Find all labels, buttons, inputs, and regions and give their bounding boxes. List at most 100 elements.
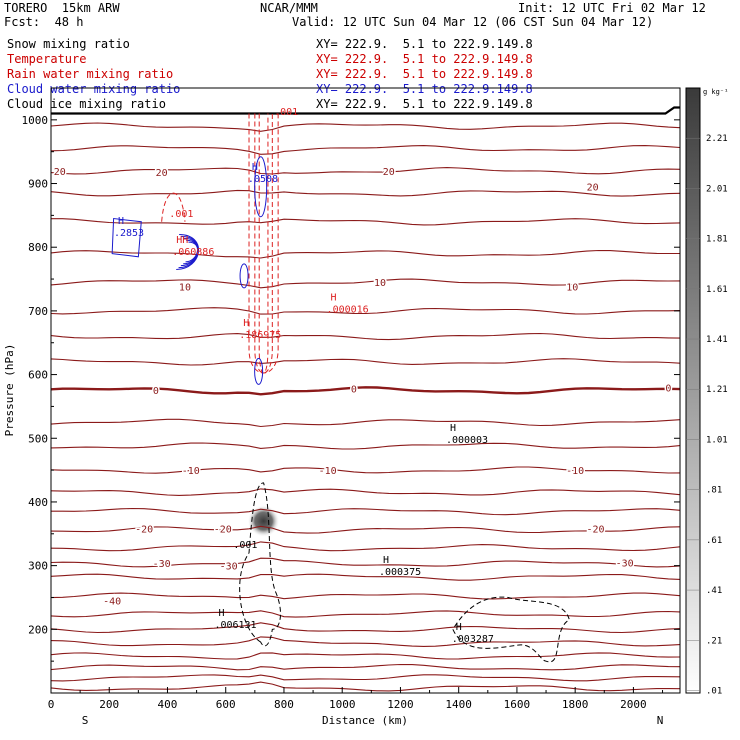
isotherm-line [51,636,680,647]
x-axis-label: Distance (km) [322,714,408,727]
colorbar-tick-label: 2.01 [706,184,728,194]
field-xy-cloud-ice: XY= 222.9. 5.1 to 222.9.149.8 [316,97,533,111]
maximum-value: .060886 [172,247,214,258]
isotherm-line [51,507,680,516]
temperature-label: -30 [616,558,634,569]
snow-contour [239,482,281,647]
isotherm-line [51,278,680,289]
x-tick-label: 1600 [504,698,531,711]
isotherm-line [51,652,680,660]
isotherm-line [51,488,680,496]
forecast-hour: Fcst: 48 h [4,15,84,29]
y-tick-label: 900 [28,178,48,191]
cloud-water-contour [254,357,264,385]
isotherm-line [51,167,680,175]
x-tick-label: 1200 [387,698,414,711]
org-title: NCAR/MMM [260,1,318,15]
isotherm-line [51,442,680,450]
colorbar-tick-label: 1.41 [706,335,728,345]
x-tick-label: 200 [99,698,119,711]
cloud-water-contour [111,217,142,258]
isotherm-line [51,681,680,692]
isotherm-line [51,249,680,259]
isotherm-line [51,189,680,197]
temperature-label: 20 [54,167,66,178]
temperature-label: 0 [153,386,159,397]
x-tick-label: 400 [158,698,178,711]
isotherm-line [51,622,680,634]
maximum-value: .186975 [239,330,281,341]
colorbar-tick-label: .01 [706,686,722,696]
field-name-rain: Rain water mixing ratio [7,67,174,81]
y-axis-label: Pressure (hPa) [3,344,16,437]
colorbar [685,87,701,694]
temperature-label: -10 [319,466,337,477]
maximum-value: .000016 [327,305,369,316]
cloud-water-contour [239,263,249,289]
colorbar-tick-label: .61 [706,536,722,546]
temperature-label: 10 [179,283,191,294]
x-tick-label: 1400 [445,698,472,711]
isotherm-line [51,145,680,155]
temperature-label: 10 [566,283,578,294]
valid-time: Valid: 12 UTC Sun 04 Mar 12 (06 CST Sun … [292,15,654,29]
temperature-label: 20 [156,168,168,179]
isotherm-line [51,122,680,132]
field-xy-cloud-water: XY= 222.9. 5.1 to 222.9.149.8 [316,82,533,96]
isotherm-line [51,358,680,366]
x-tick-label: 800 [274,698,294,711]
isotherm-line [51,663,680,671]
maximum-marker: H [383,555,389,566]
x-tick-label: 0 [48,698,55,711]
isotherm-line [51,674,680,682]
rain-contour [258,113,269,374]
north-label: N [657,714,664,727]
colorbar-tick-label: 1.61 [706,285,728,295]
field-name-snow: Snow mixing ratio [7,37,130,51]
maximum-value: .000003 [446,435,488,446]
maximum-value: .003287 [452,634,494,645]
cloud-water-contour [185,241,198,263]
isotherm-line [51,386,680,396]
y-tick-label: 700 [28,305,48,318]
temperature-label: -30 [153,559,171,570]
field-xy-temperature: XY= 222.9. 5.1 to 222.9.149.8 [316,52,533,66]
maximum-value: .006131 [214,620,256,631]
colorbar-tick-label: 2.21 [706,134,728,144]
y-tick-label: 400 [28,496,48,509]
isotherm-line [51,610,680,618]
isotherm-line [51,466,680,474]
temperature-label: 20 [587,183,599,194]
maximum-value: .000375 [379,567,421,578]
isotherm-line [51,307,680,315]
colorbar-units: g kg⁻¹ [703,88,728,96]
snow-shading-column [247,505,280,538]
field-xy-rain: XY= 222.9. 5.1 to 222.9.149.8 [316,67,533,81]
maximum-marker: H [218,608,224,619]
colorbar-tick-label: .81 [706,486,722,496]
field-name-temperature: Temperature [7,52,87,66]
maximum-value: .001 [274,107,298,118]
isotherm-line [51,418,680,428]
x-tick-label: 1800 [562,698,589,711]
maximum-value: .001 [169,209,193,220]
colorbar-tick-label: 1.01 [706,435,728,445]
field-name-cloud-water: Cloud water mixing ratio [7,82,181,96]
temperature-label: -30 [220,562,238,573]
cloud-water-contour [254,156,268,218]
maximum-marker: H [456,622,462,633]
temperature-label: -20 [587,525,605,536]
isotherm-line [51,332,680,341]
maximum-marker: H [331,293,337,304]
colorbar-tick-label: 1.81 [706,235,728,245]
plot-frame [50,87,681,694]
y-tick-label: 200 [28,623,48,636]
temperature-label: 20 [383,167,395,178]
isotherm-line [51,557,680,568]
colorbar-tick-label: .21 [706,636,722,646]
x-tick-label: 2000 [620,698,647,711]
south-label: S [82,714,89,727]
colorbar-tick-label: 1.21 [706,385,728,395]
x-tick-label: 1000 [329,698,356,711]
